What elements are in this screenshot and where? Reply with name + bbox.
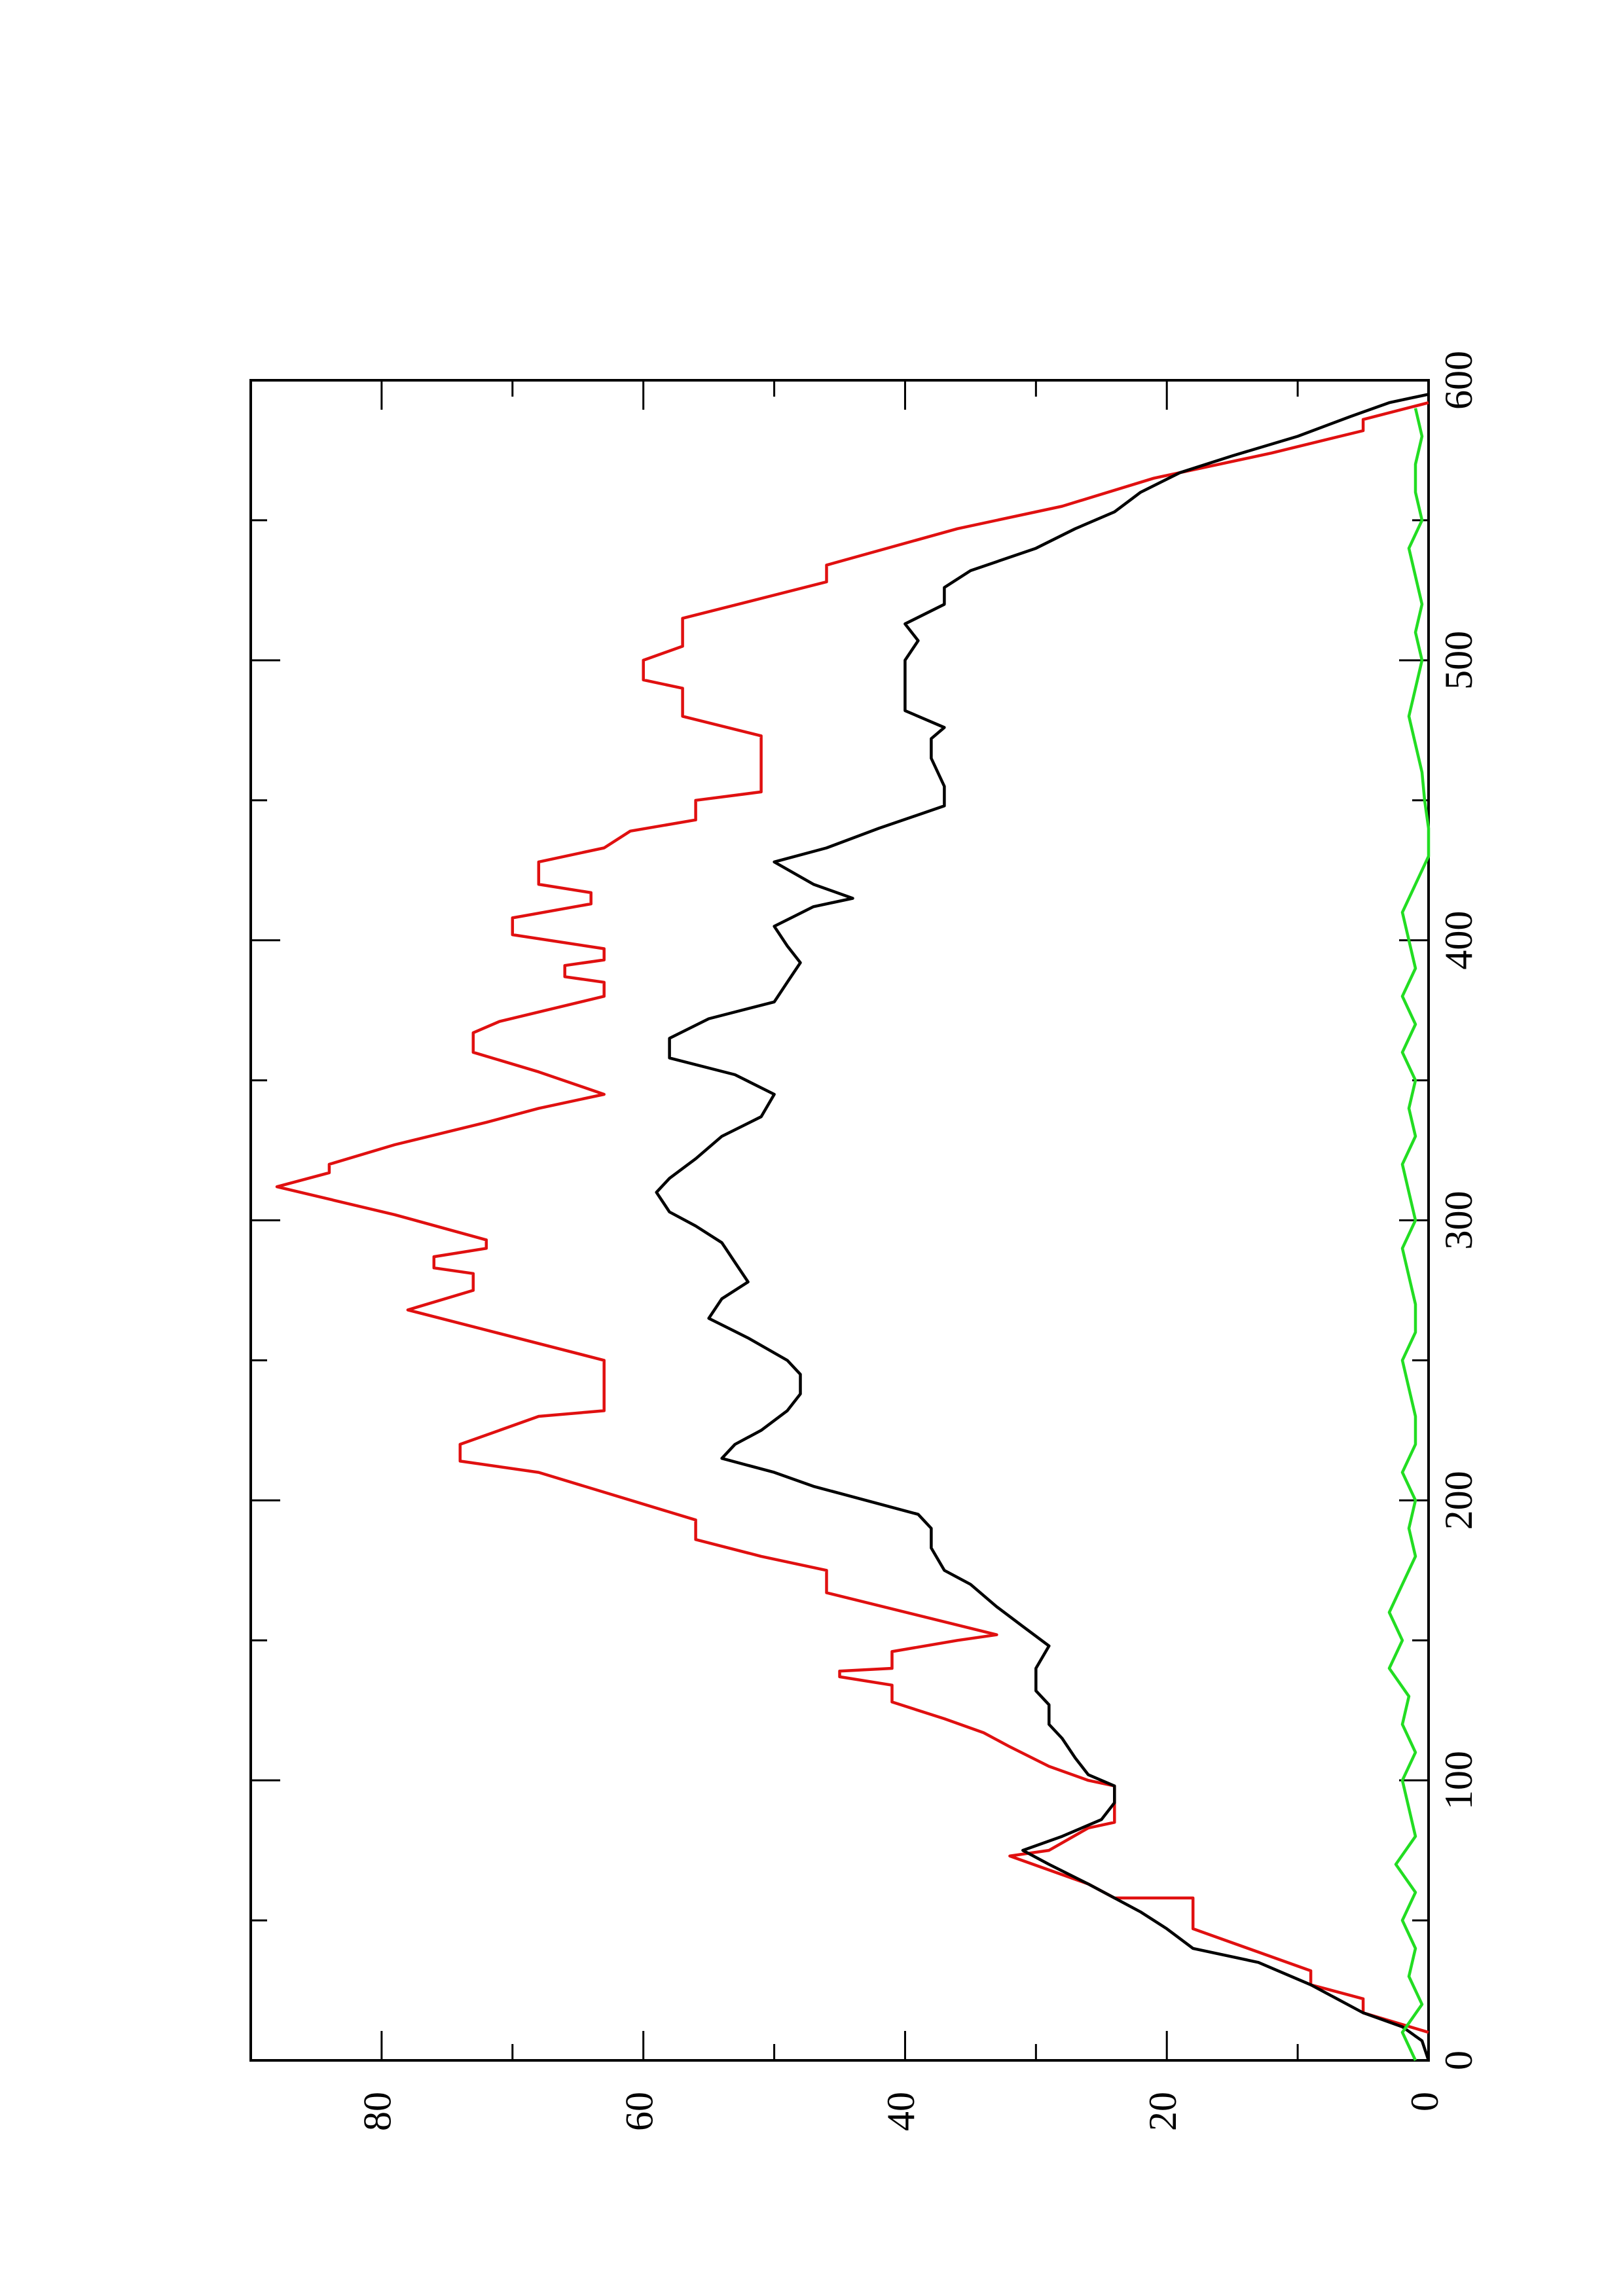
y-tick-label: 40	[879, 2092, 922, 2131]
x-tick-label: 100	[1437, 1751, 1480, 1810]
series-line	[655, 393, 1431, 2061]
x-tick-label: 0	[1437, 2051, 1480, 2070]
y-tick-label: 0	[1403, 2092, 1446, 2111]
y-tick-label: 60	[617, 2092, 661, 2131]
x-tick-label: 500	[1437, 631, 1480, 690]
series-line	[275, 401, 1429, 2034]
y-tick-label: 80	[356, 2092, 399, 2131]
y-tick-label: 20	[1141, 2092, 1184, 2131]
series-line	[1387, 408, 1431, 2061]
x-tick-label: 200	[1437, 1471, 1480, 1530]
x-tick-label: 300	[1437, 1191, 1480, 1250]
x-tick-label: 400	[1437, 911, 1480, 970]
x-tick-label: 600	[1437, 351, 1480, 410]
